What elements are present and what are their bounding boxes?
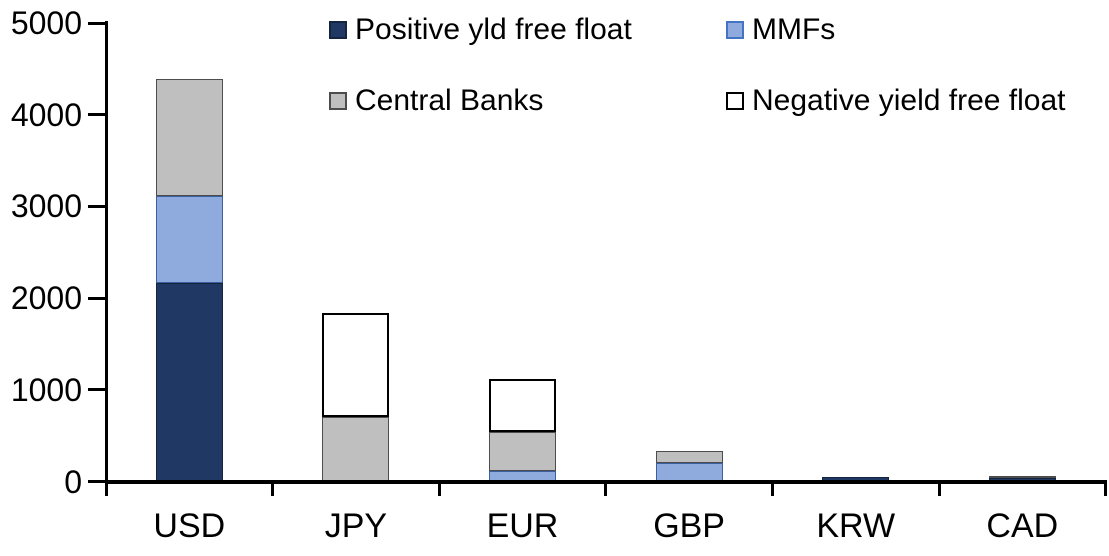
x-category-label: KRW bbox=[816, 507, 896, 545]
bar-segment bbox=[322, 312, 390, 418]
x-category-label: USD bbox=[153, 507, 226, 545]
legend-swatch bbox=[726, 21, 744, 39]
x-tick bbox=[271, 481, 275, 496]
x-tick bbox=[437, 481, 441, 496]
y-tick bbox=[88, 480, 106, 483]
legend-swatch bbox=[329, 21, 347, 39]
x-tick bbox=[104, 481, 108, 496]
legend-swatch bbox=[726, 92, 744, 110]
legend-label: Negative yield free float bbox=[752, 84, 1066, 117]
y-tick-label: 3000 bbox=[10, 188, 82, 225]
y-tick-label: 1000 bbox=[10, 371, 82, 408]
bar-segment bbox=[489, 431, 556, 472]
y-tick bbox=[88, 21, 106, 25]
bar-segment bbox=[155, 196, 223, 284]
bar-segment bbox=[655, 451, 723, 463]
legend-label: Positive yld free float bbox=[355, 13, 632, 46]
x-tick bbox=[604, 481, 608, 496]
bar-segment bbox=[988, 475, 1056, 479]
legend-swatch bbox=[329, 92, 347, 110]
bar-segment bbox=[155, 79, 223, 197]
y-tick bbox=[88, 296, 106, 300]
bar-segment bbox=[489, 378, 556, 432]
y-tick bbox=[88, 388, 106, 392]
x-category-label: JPY bbox=[324, 507, 388, 545]
x-category-label: GBP bbox=[653, 507, 725, 545]
y-tick-label: 0 bbox=[64, 463, 82, 500]
y-tick-label: 5000 bbox=[10, 5, 82, 42]
bar-segment bbox=[155, 283, 223, 482]
legend-label: Central Banks bbox=[355, 84, 544, 117]
y-tick bbox=[88, 204, 106, 208]
x-category-label: EUR bbox=[486, 507, 559, 545]
y-tick bbox=[88, 113, 106, 117]
legend-label: MMFs bbox=[752, 13, 836, 46]
x-tick bbox=[770, 481, 774, 496]
bar-segment bbox=[322, 417, 390, 482]
x-tick bbox=[937, 481, 941, 496]
y-tick-label: 2000 bbox=[10, 280, 82, 317]
y-axis-line bbox=[104, 21, 108, 484]
y-tick-label: 4000 bbox=[10, 96, 82, 133]
x-tick bbox=[1104, 481, 1108, 496]
x-category-label: CAD bbox=[986, 507, 1059, 545]
